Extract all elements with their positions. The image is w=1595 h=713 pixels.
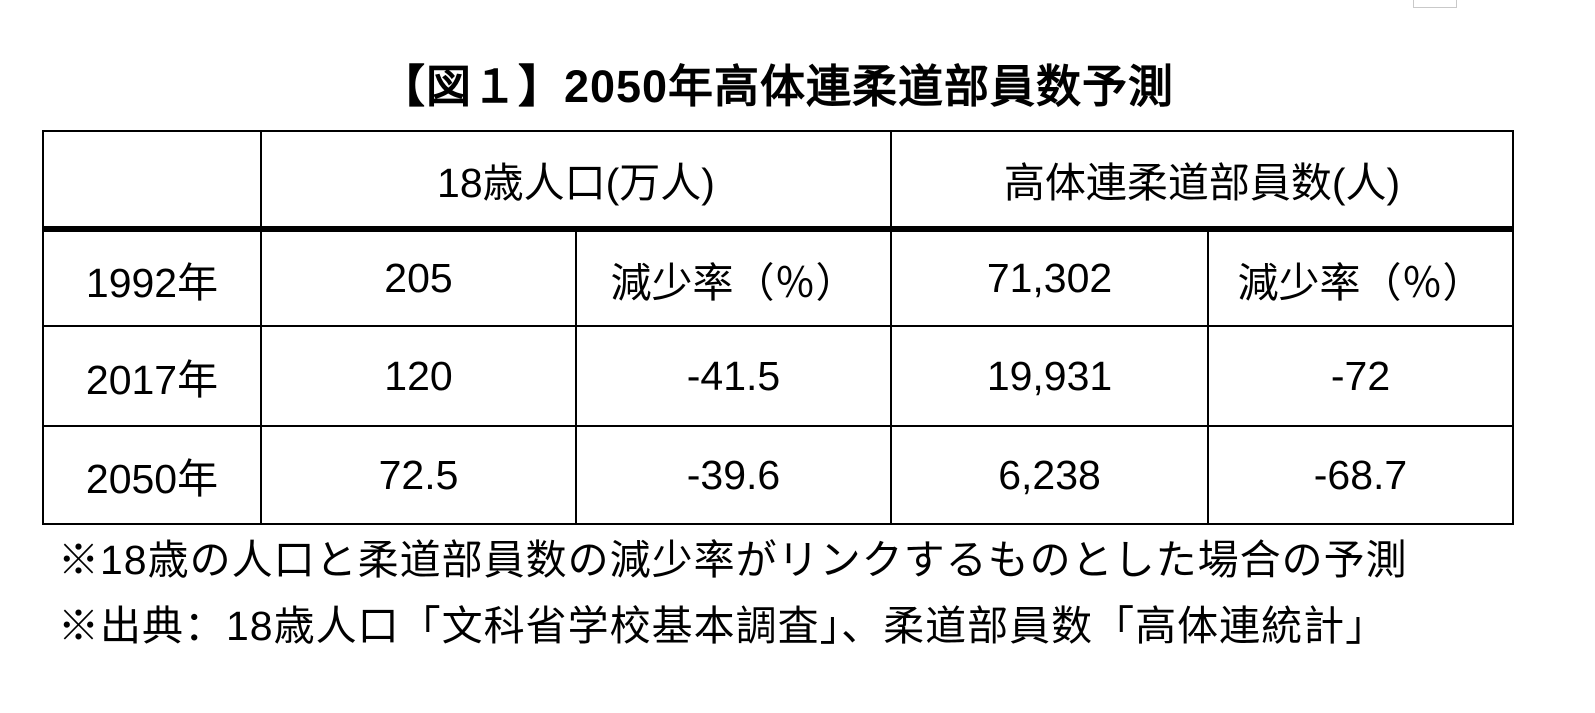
table-header-row: 18歳人口(万人) 高体連柔道部員数(人) — [42, 130, 1515, 232]
members-cell: 71,302 — [890, 228, 1210, 327]
table-row-2017: 2017年 120 -41.5 19,931 -72 — [42, 325, 1515, 427]
population-decline-cell: -41.5 — [574, 325, 893, 427]
members-decline-cell: -72 — [1207, 325, 1515, 427]
population-cell: 72.5 — [260, 425, 577, 525]
members-cell: 19,931 — [890, 325, 1210, 427]
population-group-header: 18歳人口(万人) — [259, 130, 893, 232]
population-decline-cell: 減少率（％） — [574, 228, 893, 327]
year-cell: 2050年 — [42, 425, 262, 525]
corner-cell — [42, 130, 262, 232]
year-cell: 1992年 — [42, 228, 262, 327]
population-cell: 205 — [260, 228, 577, 327]
population-cell: 120 — [260, 325, 577, 427]
judo-forecast-table: 18歳人口(万人) 高体連柔道部員数(人) 1992年 205 減少率（％） 7… — [42, 130, 1515, 525]
table-row-2050: 2050年 72.5 -39.6 6,238 -68.7 — [42, 425, 1515, 525]
cutoff-ui-fragment — [1413, 0, 1457, 8]
population-decline-cell: -39.6 — [574, 425, 893, 525]
footnotes: ※18歳の人口と柔道部員数の減少率がリンクするものとした場合の予測 ※出典：18… — [58, 527, 1538, 659]
members-cell: 6,238 — [890, 425, 1210, 525]
footnote-source: ※出典：18歳人口「文科省学校基本調査」、柔道部員数「高体連統計」 — [58, 603, 1388, 649]
figure-title: 【図１】2050年高体連柔道部員数予測 — [379, 61, 1175, 112]
footnote-assumption: ※18歳の人口と柔道部員数の減少率がリンクするものとした場合の予測 — [58, 537, 1408, 583]
members-group-header: 高体連柔道部員数(人) — [890, 130, 1515, 232]
year-cell: 2017年 — [42, 325, 262, 427]
members-decline-cell: 減少率（％） — [1207, 228, 1515, 327]
members-decline-cell: -68.7 — [1207, 425, 1515, 525]
table-row-1992: 1992年 205 減少率（％） 71,302 減少率（％） — [42, 228, 1515, 327]
